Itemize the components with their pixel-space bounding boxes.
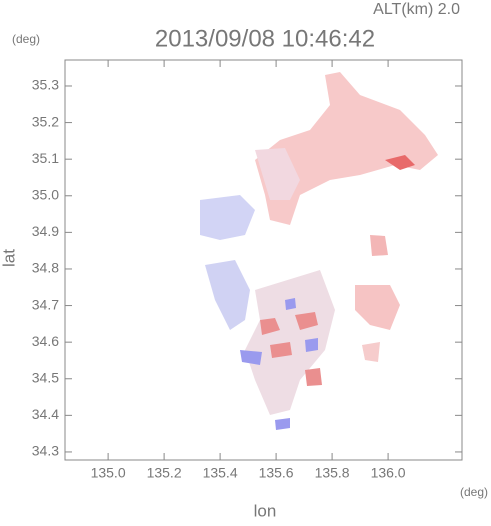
y-tick-label: 34.6 [32, 333, 59, 349]
strong-negative [240, 298, 318, 430]
strong-positive [385, 155, 415, 170]
negative-region [205, 260, 250, 330]
x-tick-label: 135.4 [203, 465, 238, 481]
x-tick-label: 136.0 [371, 465, 406, 481]
x-tick-label: 135.8 [315, 465, 350, 481]
x-axis-label: lon [254, 501, 277, 520]
y-unit: (deg) [12, 32, 40, 46]
y-tick-label: 35.0 [32, 186, 59, 202]
positive-region [255, 148, 300, 200]
axes [64, 59, 463, 461]
positive-region [370, 235, 388, 256]
y-tick-label: 34.5 [32, 369, 59, 385]
strong-positive [260, 312, 322, 386]
positive-region [362, 342, 380, 362]
x-unit: (deg) [460, 485, 488, 499]
y-tick-label: 34.3 [32, 443, 59, 459]
chart-title: 2013/09/08 10:46:42 [155, 25, 375, 52]
y-axis-label: lat [0, 249, 18, 267]
plot-frame [64, 59, 463, 461]
negative-region [200, 195, 255, 240]
x-tick-label: 135.6 [259, 465, 294, 481]
positive-region [255, 72, 438, 225]
y-tick-label: 35.3 [32, 77, 59, 93]
velocity-field [200, 72, 438, 430]
x-tick-label: 135.2 [147, 465, 182, 481]
positive-region [355, 285, 400, 330]
y-tick-label: 35.2 [32, 113, 59, 129]
y-tick-label: 34.9 [32, 223, 59, 239]
y-tick-label: 35.1 [32, 150, 59, 166]
altitude-label: ALT(km) 2.0 [373, 1, 460, 18]
x-tick-label: 135.0 [91, 465, 126, 481]
y-tick-label: 34.7 [32, 296, 59, 312]
y-tick-label: 34.8 [32, 260, 59, 276]
y-tick-label: 34.4 [32, 406, 59, 422]
